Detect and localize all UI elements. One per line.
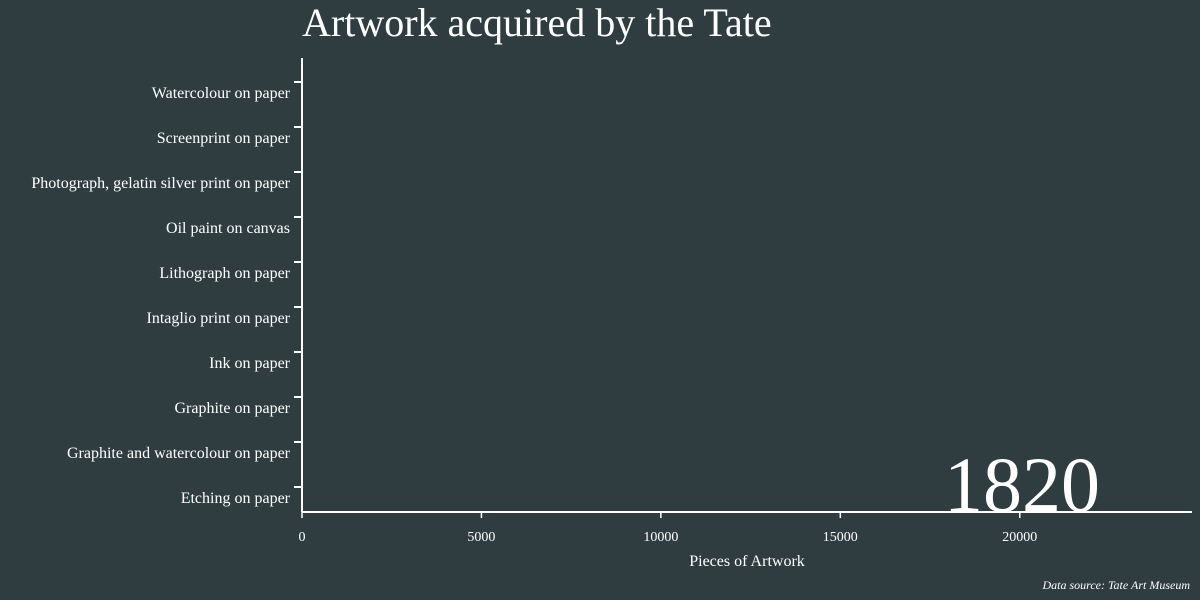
x-tick-label: 0: [299, 530, 306, 545]
category-label: Intaglio print on paper: [146, 310, 290, 327]
category-label: Watercolour on paper: [152, 85, 291, 102]
category-label: Photograph, gelatin silver print on pape…: [31, 175, 290, 192]
category-label: Oil paint on canvas: [166, 220, 290, 237]
category-label: Ink on paper: [209, 355, 291, 372]
year-label: 1820: [944, 441, 1100, 528]
x-tick-label: 15000: [823, 530, 858, 545]
chart-title: Artwork acquired by the Tate: [302, 0, 772, 45]
category-label: Etching on paper: [181, 490, 291, 507]
category-label: Screenprint on paper: [157, 130, 291, 147]
x-axis-title: Pieces of Artwork: [689, 553, 805, 570]
x-tick-label: 5000: [467, 530, 495, 545]
category-label: Graphite on paper: [174, 400, 290, 417]
x-tick-label: 20000: [1002, 530, 1037, 545]
x-tick-label: 10000: [643, 530, 678, 545]
category-label: Graphite and watercolour on paper: [67, 445, 291, 462]
category-label: Lithograph on paper: [159, 265, 290, 282]
data-source-label: Data source: Tate Art Museum: [1041, 578, 1190, 592]
